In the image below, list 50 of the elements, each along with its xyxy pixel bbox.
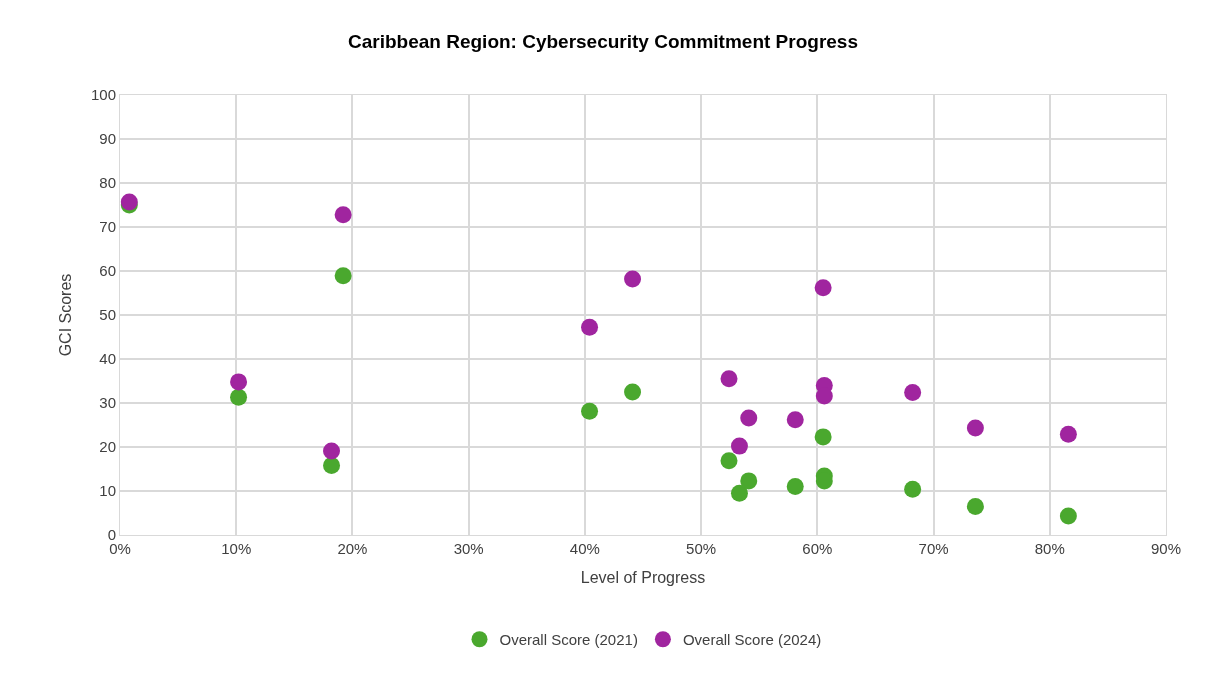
point <box>904 480 922 498</box>
x-axis-title: Level of Progress <box>580 568 706 586</box>
y-tick-label: 40 <box>99 350 116 368</box>
point <box>1059 425 1077 443</box>
y-axis-title: GCI Scores <box>56 273 74 357</box>
x-tick-label: 70% <box>918 540 949 557</box>
point <box>730 484 748 502</box>
chart-title: Caribbean Region: Cybersecurity Commitment Progress <box>348 30 858 52</box>
y-tick-label: 20 <box>99 438 116 456</box>
y-tick-label: 70 <box>99 218 116 236</box>
point <box>323 456 341 474</box>
y-tick-label: 30 <box>99 394 116 412</box>
legend-label: Overall Score (2021) <box>499 631 638 649</box>
y-tick-label: 80 <box>99 174 116 192</box>
legend-label: Overall Score (2024) <box>682 631 822 649</box>
point <box>786 411 804 429</box>
x-tick-label: 50% <box>686 540 717 557</box>
y-tick-label: 60 <box>99 262 116 280</box>
point <box>230 388 248 406</box>
point <box>720 452 738 470</box>
point <box>966 497 984 515</box>
x-tick-label: 60% <box>802 540 833 557</box>
point <box>230 373 248 391</box>
x-tick-label: 80% <box>1034 540 1065 557</box>
y-tick-label: 100 <box>90 86 116 104</box>
x-tick-label: 10% <box>221 540 252 557</box>
y-tick-label: 50 <box>99 306 116 324</box>
point <box>720 370 738 388</box>
point <box>334 206 352 224</box>
point <box>334 267 352 285</box>
y-tick-label: 90 <box>99 130 116 148</box>
point <box>624 270 642 288</box>
point <box>323 442 341 460</box>
x-tick-label: 20% <box>337 540 368 557</box>
point <box>581 402 599 420</box>
point <box>786 478 804 496</box>
point <box>814 428 832 446</box>
y-tick-label: 10 <box>99 482 116 500</box>
point <box>624 383 642 401</box>
point <box>904 383 922 401</box>
point <box>581 318 599 336</box>
point <box>740 409 758 427</box>
point <box>1059 507 1077 525</box>
x-tick-label: 90% <box>1150 540 1182 557</box>
x-tick-label: 30% <box>453 540 484 557</box>
point <box>730 437 748 455</box>
x-tick-label: 40% <box>569 540 600 557</box>
point <box>966 419 984 437</box>
point <box>814 279 832 297</box>
point <box>740 472 758 490</box>
